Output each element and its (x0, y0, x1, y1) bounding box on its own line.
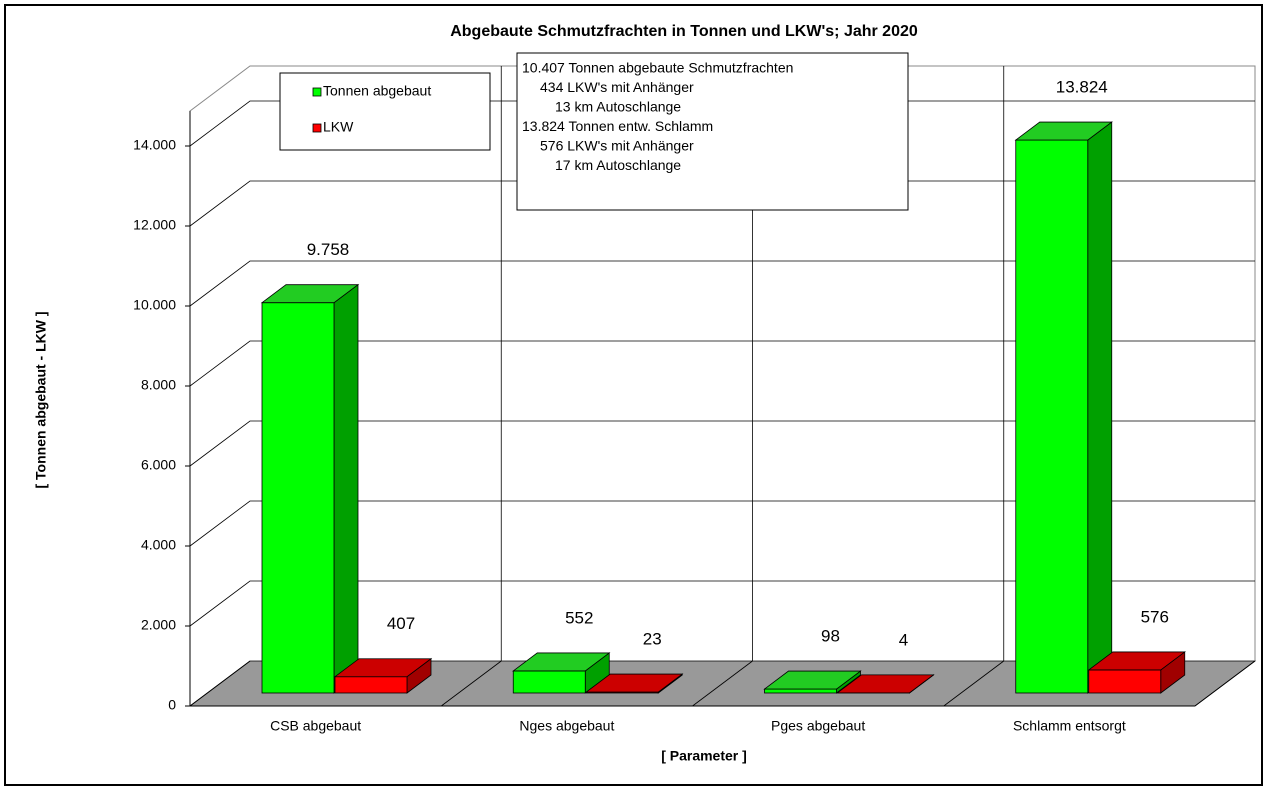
chart-title: Abgebaute Schmutzfrachten in Tonnen und … (450, 23, 918, 40)
bar (512, 652, 611, 694)
bar-side (1087, 121, 1113, 694)
floor-divider (1194, 660, 1256, 707)
bar (836, 674, 935, 694)
bar-front (764, 688, 837, 694)
grid-line (189, 420, 1255, 467)
x-tick-label: Schlamm entsorgt (1013, 718, 1126, 734)
bar-front (334, 676, 408, 694)
y-tick-label: 0 (168, 697, 176, 713)
bar-top (1087, 651, 1186, 671)
data-label: 9.758 (307, 240, 350, 259)
bar (260, 283, 360, 694)
floor-divider (943, 660, 1004, 707)
bar (333, 657, 433, 694)
legend-label: Tonnen abgebaut (323, 83, 431, 99)
y-tick-label: 8.000 (141, 377, 176, 393)
overlays: 9.758 407 552 23 98 4 13.824 576 Tonnen abgebaut… (279, 52, 1169, 649)
bar (585, 673, 684, 694)
bar-top (763, 670, 862, 690)
grid-line (189, 500, 1255, 547)
bar-top (333, 658, 433, 678)
grid-line (189, 180, 1255, 227)
legend-swatch (312, 87, 322, 97)
bar-top (836, 674, 935, 694)
annotation-line: 434 LKW's mit Anhänger (540, 79, 694, 95)
bar-side (333, 283, 359, 694)
bar (763, 670, 862, 694)
x-tick-label: Pges abgebaut (771, 718, 865, 734)
data-label: 552 (565, 608, 593, 627)
legend-box (279, 72, 491, 151)
x-tick-label: Nges abgebaut (519, 718, 614, 734)
annotation-line: 17 km Autoschlange (555, 157, 681, 173)
y-tick-label: 2.000 (141, 617, 176, 633)
bar-front (1088, 669, 1162, 694)
x-tick-label: CSB abgebaut (270, 718, 361, 734)
annotation-line: 13 km Autoschlange (555, 99, 681, 115)
bar-top (512, 652, 611, 672)
bar-front (261, 302, 335, 694)
annotation-line: 576 LKW's mit Anhänger (540, 138, 694, 154)
grid-line (189, 260, 1255, 307)
bar-front (1015, 139, 1089, 694)
floor-divider (441, 660, 502, 707)
data-label: 13.824 (1056, 78, 1108, 97)
data-label: 98 (821, 627, 840, 646)
grid-line (189, 580, 1255, 627)
floor-divider (692, 660, 753, 707)
bar-top (1014, 121, 1113, 141)
data-label: 407 (387, 614, 415, 633)
data-label: 4 (899, 630, 908, 649)
grid-line (189, 100, 1255, 147)
annotation-line: 10.407 Tonnen abgebaute Schmutzfrachten (522, 60, 793, 76)
grid-line (189, 340, 1255, 387)
y-tick-label: 10.000 (133, 297, 176, 313)
bar-top (260, 284, 360, 304)
y-tick-label: 6.000 (141, 457, 176, 473)
legend-swatch (312, 123, 322, 133)
y-tick-label: 14.000 (133, 137, 176, 153)
data-label: 576 (1141, 607, 1169, 626)
annotation-line: 13.824 Tonnen entw. Schlamm (522, 118, 713, 134)
y-tick-label: 4.000 (141, 537, 176, 553)
bar (1014, 121, 1113, 694)
bar-top (585, 673, 684, 693)
y-axis-label: [ Tonnen abgebaut - LKW ] (33, 311, 49, 488)
annotation-box (516, 52, 909, 211)
x-axis-label: [ Parameter ] (661, 748, 747, 764)
bar (1087, 651, 1186, 694)
y-tick-label: 12.000 (133, 217, 176, 233)
floor-divider (189, 660, 251, 707)
legend-label: LKW (323, 119, 354, 135)
bar-front (512, 670, 586, 694)
data-label: 23 (643, 630, 662, 649)
plot-area: 0 2.000 4.000 6.000 8.000 10.000 12.000 14.000 C… (133, 65, 1257, 734)
